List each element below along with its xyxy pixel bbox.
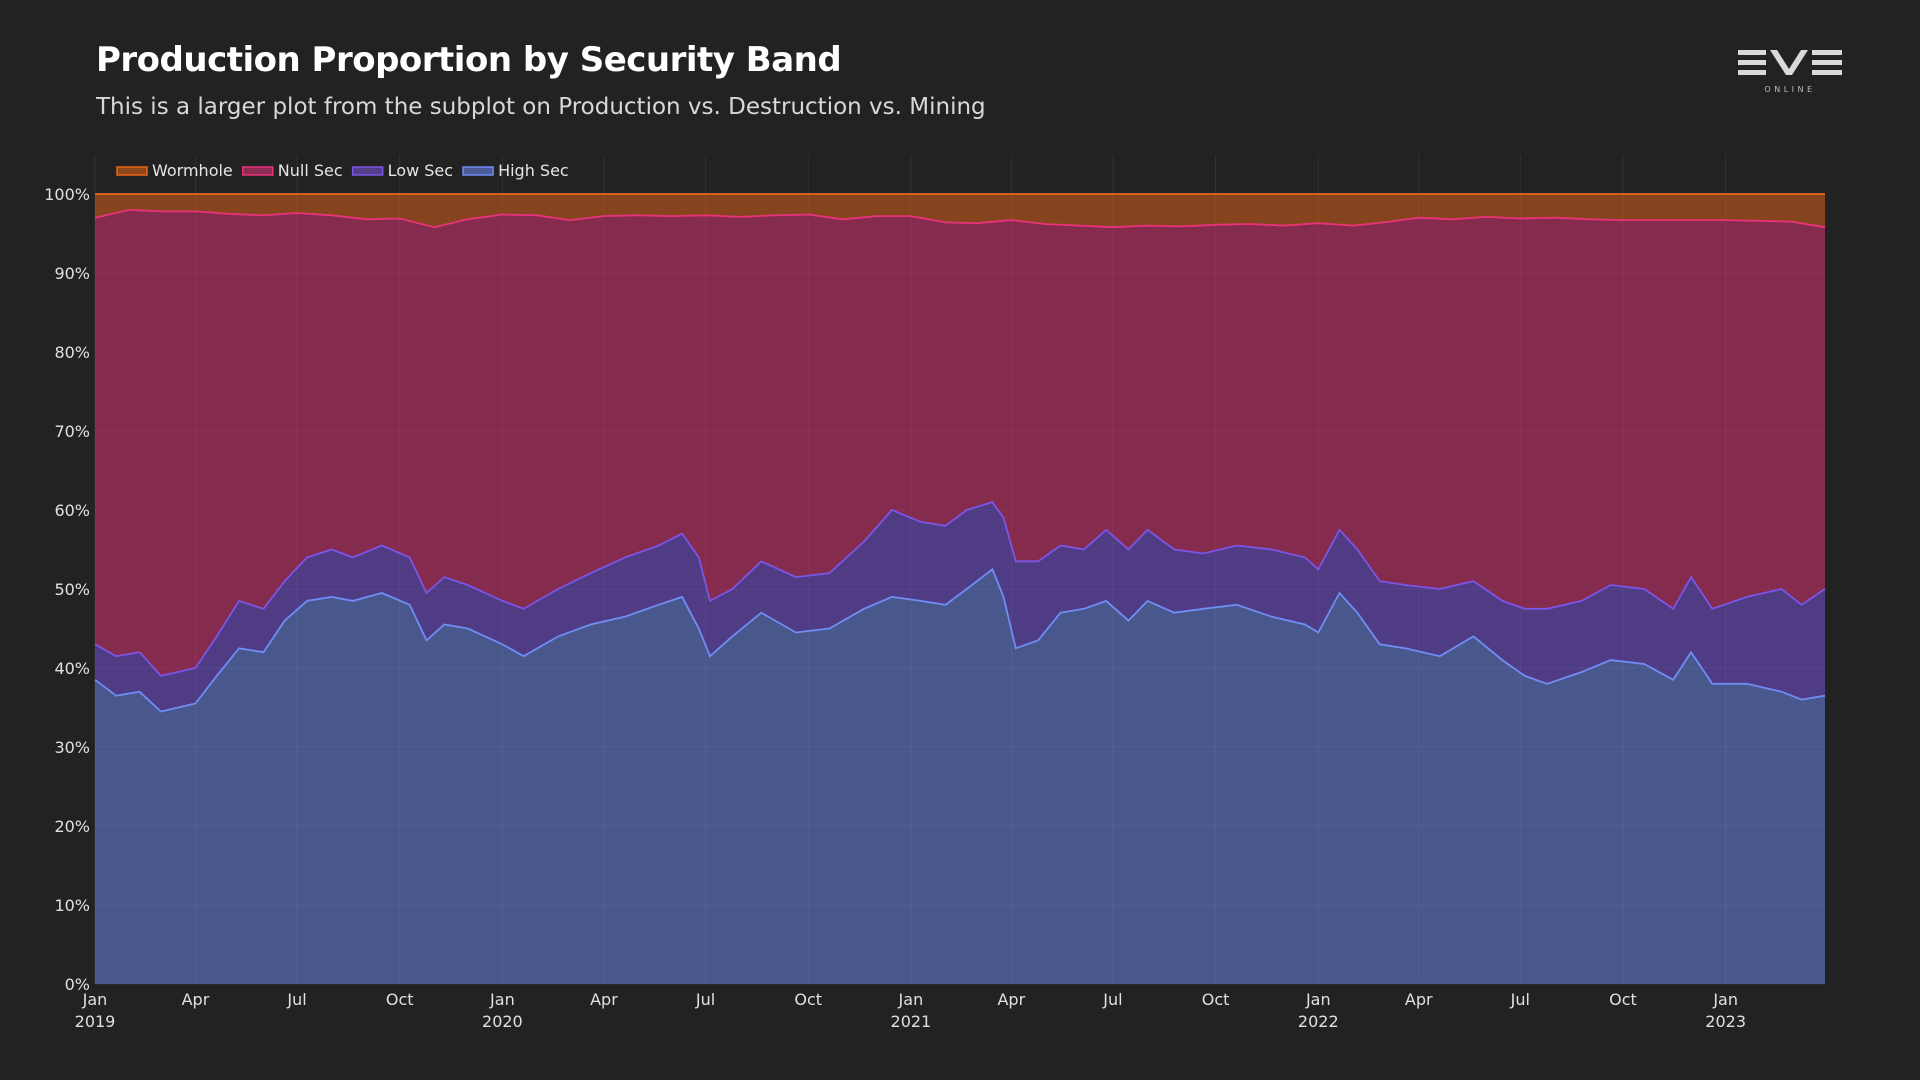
x-tick-label: Jan xyxy=(489,990,515,1009)
eve-online-logo: ONLINE xyxy=(1738,50,1842,94)
x-tick-label: Jan xyxy=(1305,990,1331,1009)
legend-label-null-sec: Null Sec xyxy=(278,161,343,180)
y-tick-label: 50% xyxy=(54,580,90,599)
chart-subtitle: This is a larger plot from the subplot o… xyxy=(96,94,986,120)
x-tick-label: Jul xyxy=(286,990,306,1009)
y-tick-label: 20% xyxy=(54,817,90,836)
x-tick-label: Oct xyxy=(386,990,414,1009)
x-tick-year: 2021 xyxy=(891,1012,932,1031)
x-tick-label: Apr xyxy=(1405,990,1433,1009)
x-tick-year: 2019 xyxy=(75,1012,116,1031)
area-low-sec xyxy=(95,502,1825,712)
x-tick-label: Jul xyxy=(1510,990,1530,1009)
x-tick-label: Apr xyxy=(182,990,210,1009)
x-tick-label: Jul xyxy=(695,990,715,1009)
y-tick-label: 80% xyxy=(54,343,90,362)
svg-text:ONLINE: ONLINE xyxy=(1764,85,1815,94)
line-null-sec xyxy=(94,208,1826,229)
legend-label-wormhole: Wormhole xyxy=(152,161,233,180)
y-tick-label: 100% xyxy=(44,185,90,204)
x-tick-label: Apr xyxy=(997,990,1025,1009)
legend-swatch-null-sec xyxy=(242,166,274,176)
x-tick-label: Jan xyxy=(898,990,924,1009)
x-tick-label: Oct xyxy=(1202,990,1230,1009)
x-tick-year: 2020 xyxy=(482,1012,523,1031)
x-tick-label: Oct xyxy=(1609,990,1637,1009)
legend-label-low-sec: Low Sec xyxy=(388,161,453,180)
y-tick-label: 10% xyxy=(54,896,90,915)
x-tick-label: Jul xyxy=(1102,990,1122,1009)
x-tick-label: Jan xyxy=(82,990,108,1009)
x-tick-year: 2022 xyxy=(1298,1012,1339,1031)
y-tick-label: 40% xyxy=(54,659,90,678)
area-null-sec xyxy=(95,209,1825,676)
y-tick-label: 30% xyxy=(54,738,90,757)
y-tick-label: 90% xyxy=(54,264,90,283)
area-wormhole xyxy=(95,194,1825,228)
x-tick-label: Oct xyxy=(794,990,822,1009)
x-tick-year: 2023 xyxy=(1705,1012,1746,1031)
line-low-sec xyxy=(94,501,1826,677)
area-high-sec xyxy=(95,569,1825,984)
y-tick-label: 70% xyxy=(54,422,90,441)
y-tick-label: 60% xyxy=(54,501,90,520)
x-tick-label: Jan xyxy=(1712,990,1738,1009)
x-tick-label: Apr xyxy=(590,990,618,1009)
y-tick-label: 0% xyxy=(65,975,90,994)
chart-title: Production Proportion by Security Band xyxy=(96,40,842,80)
legend-swatch-low-sec xyxy=(351,166,384,176)
legend-swatch-high-sec xyxy=(462,166,494,176)
legend-label-high-sec: High Sec xyxy=(498,161,569,180)
line-high-sec xyxy=(94,567,1826,713)
legend-swatch-wormhole xyxy=(116,166,148,176)
